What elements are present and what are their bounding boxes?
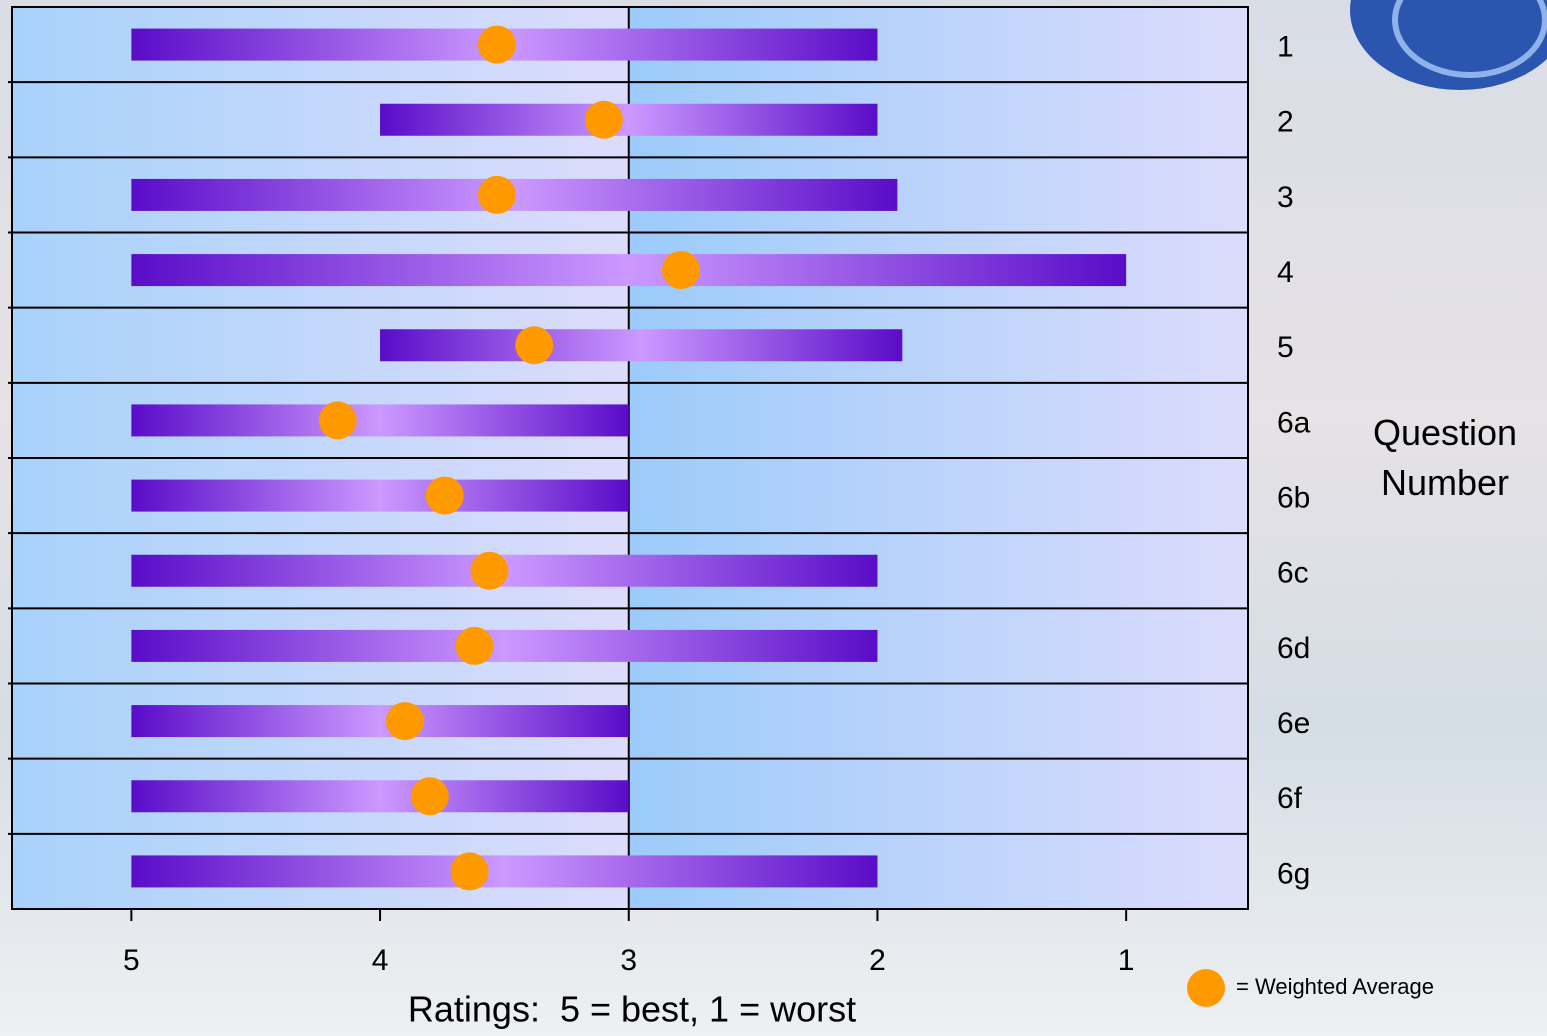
weighted-average-dot: [425, 476, 464, 515]
y-tick-label: 1: [1277, 31, 1294, 64]
y-tick-label: 4: [1277, 256, 1294, 289]
x-tick-label: 4: [372, 944, 389, 977]
weighted-average-dot: [515, 326, 554, 365]
plot-frame: [11, 6, 1249, 910]
weighted-average-dot: [470, 551, 509, 590]
legend-label: = Weighted Average: [1236, 974, 1434, 999]
x-tick-label: 1: [1118, 944, 1135, 977]
legend-marker: [1187, 969, 1225, 1007]
x-tick-label: 3: [620, 944, 637, 977]
weighted-average-dot: [410, 777, 449, 816]
weighted-average-dot: [477, 175, 516, 214]
y-tick-label: 6f: [1277, 782, 1303, 815]
weighted-average-dot: [477, 25, 516, 64]
y-tick-label: 2: [1277, 106, 1294, 139]
range-bar: [131, 254, 1127, 287]
logo-ring: [1392, 0, 1547, 78]
y-tick-label: 6g: [1277, 857, 1310, 890]
y-tick-label: 6a: [1277, 406, 1311, 439]
x-axis-label: Ratings: 5 = best, 1 = worst: [408, 989, 856, 1030]
weighted-average-dot: [584, 100, 623, 139]
range-bar: [131, 705, 629, 738]
range-bar: [131, 780, 629, 813]
y-tick-label: 6c: [1277, 557, 1309, 590]
range-bar: [131, 479, 629, 512]
range-bar: [380, 329, 903, 362]
y-tick-label: 6e: [1277, 707, 1310, 740]
logo: [1350, 0, 1547, 90]
range-bar: [131, 629, 878, 662]
weighted-average-dot: [318, 401, 357, 440]
y-tick-label: 3: [1277, 181, 1294, 214]
range-bar: [131, 404, 629, 437]
weighted-average-dot: [385, 702, 424, 741]
weighted-average-dot: [455, 626, 494, 665]
y-tick-label: 5: [1277, 331, 1294, 364]
x-tick-label: 5: [123, 944, 140, 977]
range-bar: [380, 103, 878, 136]
y-axis-label: Question Number: [1372, 412, 1518, 503]
y-tick-label: 6b: [1277, 482, 1310, 515]
range-bar: [131, 855, 878, 888]
weighted-average-dot: [450, 852, 489, 891]
y-tick-label: 6d: [1277, 632, 1310, 665]
x-tick-label: 2: [869, 944, 886, 977]
weighted-average-dot: [661, 251, 700, 290]
